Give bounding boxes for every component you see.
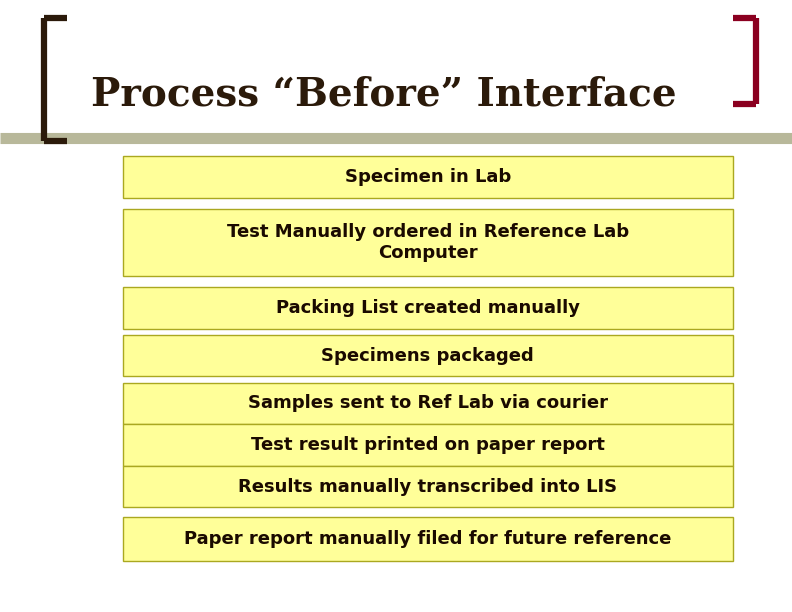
FancyBboxPatch shape — [123, 517, 733, 561]
Text: Test Manually ordered in Reference Lab
Computer: Test Manually ordered in Reference Lab C… — [227, 223, 629, 262]
FancyBboxPatch shape — [123, 335, 733, 376]
FancyBboxPatch shape — [123, 209, 733, 276]
Text: Test result printed on paper report: Test result printed on paper report — [251, 436, 604, 454]
FancyBboxPatch shape — [123, 382, 733, 424]
Text: Packing List created manually: Packing List created manually — [276, 299, 580, 317]
FancyBboxPatch shape — [123, 424, 733, 466]
FancyBboxPatch shape — [123, 466, 733, 507]
Text: Specimen in Lab: Specimen in Lab — [345, 168, 511, 186]
Text: Results manually transcribed into LIS: Results manually transcribed into LIS — [238, 477, 617, 496]
Text: Process “Before” Interface: Process “Before” Interface — [91, 76, 676, 114]
Text: Samples sent to Ref Lab via courier: Samples sent to Ref Lab via courier — [248, 394, 607, 412]
FancyBboxPatch shape — [123, 156, 733, 198]
Text: Specimens packaged: Specimens packaged — [322, 346, 534, 365]
Text: Paper report manually filed for future reference: Paper report manually filed for future r… — [184, 529, 672, 548]
FancyBboxPatch shape — [123, 287, 733, 329]
